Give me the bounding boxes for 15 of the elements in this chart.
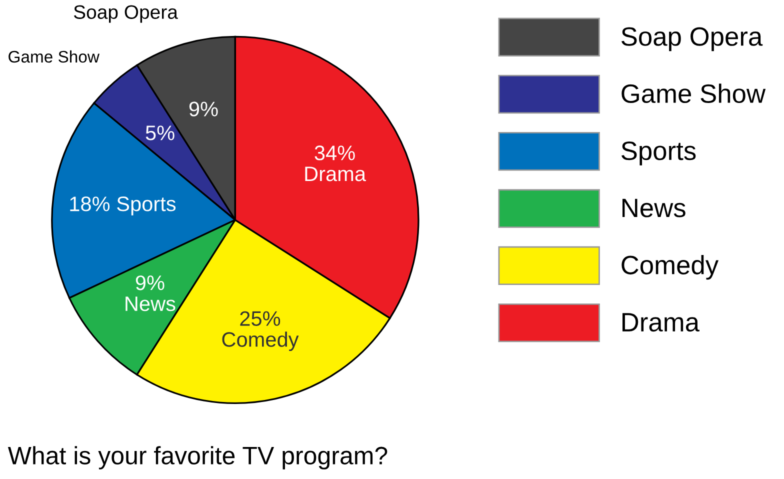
legend-label: News [622, 198, 686, 218]
data-label: 25% Comedy [222, 311, 299, 351]
slice-label: Soap Opera [74, 5, 178, 23]
legend-label: Soap Opera [622, 27, 763, 52]
data-label: 5% [146, 126, 174, 140]
legend-label: Game Show [622, 84, 766, 104]
text: What is your favorite TV program? [8, 446, 388, 470]
slice-label: Game Show [8, 50, 100, 63]
legend-label: Drama [622, 313, 700, 332]
data-label: 18% Sports [70, 196, 176, 216]
data-label: 9% News [126, 275, 176, 312]
legend-label: Comedy [622, 255, 719, 280]
data-label: 34% Drama [305, 146, 366, 182]
legend-label: Sports [622, 141, 696, 166]
data-label: 9% [189, 102, 218, 116]
